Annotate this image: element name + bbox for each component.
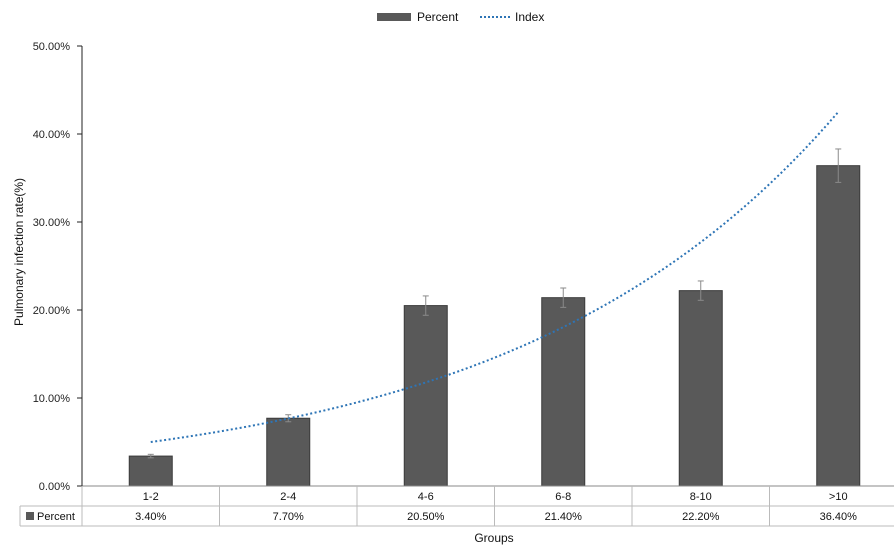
x-tick-label: 6-8: [555, 491, 571, 503]
bar-4: [678, 290, 723, 487]
legend-swatch-percent: [377, 13, 411, 21]
data-table: 1-2 3.40% 2-4 7.70% 4-6 20.50% 6-8 21.40% 8-10 22…: [19, 485, 894, 527]
x-tick-label: 2-4: [280, 491, 296, 503]
bar-3: [541, 297, 586, 487]
y-tick-label: 20.00%: [33, 305, 71, 317]
bar-5: [816, 165, 861, 487]
bars: [128, 165, 861, 487]
table-series-swatch: [26, 512, 34, 520]
x-tick-label: 4-6: [418, 491, 434, 503]
y-tick-label: 0.00%: [39, 481, 70, 493]
x-tick-label: 1-2: [143, 491, 159, 503]
x-axis-title: Groups: [474, 531, 513, 545]
table-row-label: Percent: [37, 511, 75, 523]
bar-1: [266, 417, 311, 487]
table-value-cell: 7.70%: [273, 511, 304, 523]
bar-2: [403, 305, 448, 487]
y-axis-ticks: 0.00% 10.00% 20.00% 30.00% 40.00% 50.00%: [33, 41, 82, 493]
table-value-cell: 3.40%: [135, 511, 166, 523]
y-tick-label: 50.00%: [33, 41, 71, 53]
y-tick-label: 40.00%: [33, 129, 71, 141]
table-value-cell: 36.40%: [820, 511, 858, 523]
y-tick-label: 10.00%: [33, 393, 71, 405]
x-tick-label: 8-10: [690, 491, 712, 503]
legend: Percent Index: [377, 10, 544, 24]
table-value-cell: 21.40%: [545, 511, 583, 523]
x-tick-label: >10: [829, 491, 848, 503]
y-axis-title: Pulmonary infection rate(%): [12, 178, 26, 326]
table-value-cell: 20.50%: [407, 511, 445, 523]
legend-label-index: Index: [515, 10, 544, 24]
bar-0: [128, 455, 173, 487]
error-bars: [147, 148, 842, 459]
trendline-index: [150, 111, 840, 443]
legend-label-percent: Percent: [417, 10, 459, 24]
y-tick-label: 30.00%: [33, 217, 71, 229]
table-value-cell: 22.20%: [682, 511, 720, 523]
